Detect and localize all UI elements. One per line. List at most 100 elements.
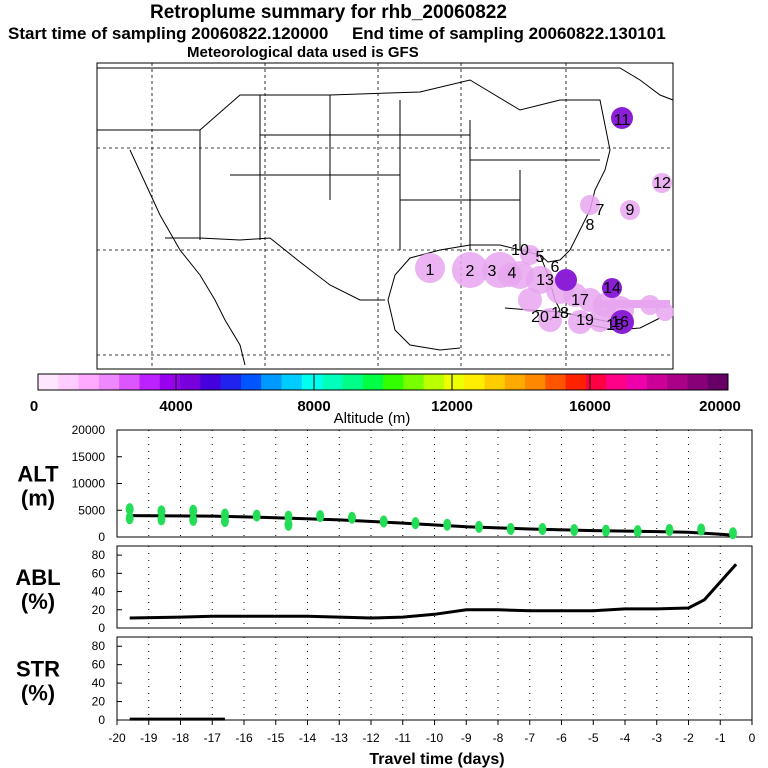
x-tick-label: -12	[362, 731, 380, 745]
y-tick-label: 20	[92, 695, 106, 709]
x-tick-label: -4	[620, 731, 631, 745]
particle-point	[316, 510, 325, 523]
particle-point	[443, 518, 452, 531]
colorbar-swatch	[180, 374, 201, 390]
y-tick-label: 40	[92, 585, 106, 599]
particle-point	[189, 504, 198, 517]
x-tick-label: -2	[683, 731, 694, 745]
plume-blob	[498, 263, 522, 287]
plume-recent-blob	[610, 310, 634, 334]
plume-day-label: 10	[511, 242, 529, 259]
colorbar-title: Altitude (m)	[334, 410, 411, 427]
colorbar-swatch	[301, 374, 323, 390]
plume-day-label: 6	[551, 259, 560, 276]
plume-day-label: 13	[536, 272, 554, 289]
colorbar-swatch	[119, 374, 140, 390]
particle-point	[252, 509, 261, 522]
colorbar-swatch	[464, 374, 485, 390]
particle-point	[189, 513, 198, 526]
x-tick-label: -1	[715, 731, 726, 745]
plume-blob	[580, 195, 600, 215]
plume-blob	[538, 308, 562, 332]
colorbar-swatch	[58, 374, 80, 390]
x-tick-label: -14	[299, 731, 317, 745]
y-tick-label: 60	[92, 566, 106, 580]
x-tick-label: -20	[108, 731, 126, 745]
plume-blob	[520, 245, 540, 265]
colorbar-swatch	[545, 374, 567, 390]
colorbar-swatch	[240, 374, 262, 390]
colorbar-swatch	[484, 374, 506, 390]
x-tick-label: -6	[556, 731, 567, 745]
plume-day-label: 3	[488, 263, 497, 280]
y-tick-label: 80	[92, 548, 106, 562]
plume-day-label: 2	[466, 263, 475, 280]
particle-point	[411, 517, 420, 530]
y-tick-label: 40	[92, 676, 106, 690]
plume-day-label: 19	[576, 312, 594, 329]
colorbar-tick-labels: 0 4000 8000 12000 16000 20000	[30, 374, 741, 415]
chart-title: Retroplume summary for rhb_20060822	[150, 2, 507, 23]
series-line	[129, 563, 738, 620]
y-tick-label: 20000	[72, 423, 106, 437]
plume-day-label: 11	[614, 112, 631, 129]
plume-blob	[452, 252, 488, 288]
y-tick-label: 0	[98, 713, 105, 727]
colorbar-swatch	[687, 374, 709, 390]
panel-label-unit: (m)	[21, 486, 55, 511]
x-tick-label: -3	[651, 731, 662, 745]
y-tick-label: 80	[92, 639, 106, 653]
colorbar-swatch	[585, 374, 607, 390]
meteorological-data-note: Meteorological data used is GFS	[187, 44, 419, 61]
colorbar-swatch	[220, 374, 242, 390]
panel-label: ABL	[15, 565, 60, 590]
y-tick-label: 10000	[72, 477, 106, 491]
map-graticule	[97, 63, 673, 369]
y-tick-label: 60	[92, 658, 106, 672]
plume-day-label: 7	[596, 202, 605, 219]
colorbar-swatch	[443, 374, 465, 390]
colorbar-swatch	[342, 374, 364, 390]
plume-recent-blob	[602, 278, 622, 298]
panel-label: STR	[16, 657, 60, 682]
panel-alt: 20000 15000 10000 5000 0 ALT(m)	[17, 423, 753, 544]
x-tick-label: -17	[204, 731, 222, 745]
colorbar-swatch	[667, 374, 688, 390]
colorbar-tick-label: 4000	[159, 398, 192, 415]
series-line	[129, 514, 737, 537]
colorbar-swatch	[200, 374, 222, 390]
colorbar-tick-label: 0	[30, 398, 38, 415]
y-tick-label: 20	[92, 603, 106, 617]
x-tick-label: -13	[331, 731, 349, 745]
x-tick-label: -16	[235, 731, 253, 745]
colorbar-swatch	[626, 374, 648, 390]
plume-day-label: 15	[606, 317, 624, 334]
x-tick-label: 0	[749, 731, 756, 745]
plume-day-label: 18	[551, 305, 569, 322]
colorbar-swatch	[565, 374, 587, 390]
colorbar-swatch	[281, 374, 303, 390]
colorbar-tick-label: 8000	[297, 398, 330, 415]
x-tick-label: -11	[395, 731, 412, 745]
x-tick-label: -18	[172, 731, 190, 745]
colorbar-swatch	[139, 374, 161, 390]
y-tick-label: 15000	[72, 450, 106, 464]
colorbar-swatch	[525, 374, 546, 390]
y-tick-label: 5000	[78, 503, 105, 517]
map-coastlines	[97, 67, 674, 366]
particle-point	[665, 524, 674, 537]
panel-abl: 80 60 40 20 0 ABL(%)	[15, 545, 753, 635]
plume-streak	[595, 300, 670, 308]
time-series-panels: 20000150001000050000ALT(m)806040200ABL(%…	[15, 423, 755, 745]
colorbar-swatch	[98, 374, 120, 390]
particle-point	[125, 503, 134, 516]
particle-point	[220, 514, 229, 527]
colorbar-swatch	[646, 374, 668, 390]
particle-point	[284, 518, 293, 531]
panel-label-unit: (%)	[21, 589, 55, 614]
sampling-time-subtitle: Start time of sampling 20060822.120000 E…	[8, 24, 666, 43]
plume-blob	[415, 253, 445, 283]
plume-day-label: 8	[586, 217, 595, 234]
